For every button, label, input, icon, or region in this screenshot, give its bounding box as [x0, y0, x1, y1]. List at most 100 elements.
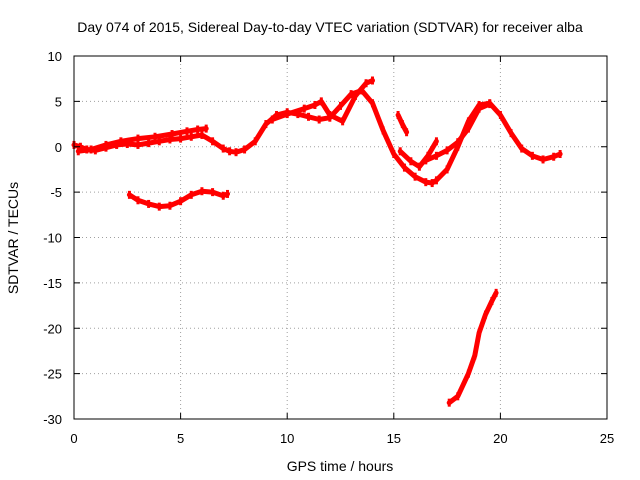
data-point	[494, 288, 498, 297]
data-point	[370, 99, 374, 108]
x-axis-title: GPS time / hours	[287, 458, 394, 474]
data-point	[409, 157, 413, 166]
data-point	[430, 179, 434, 188]
data-point	[119, 137, 123, 146]
data-point	[434, 176, 438, 185]
y-tick-label: -20	[43, 321, 62, 336]
data-point	[136, 140, 140, 149]
data-point	[434, 137, 438, 146]
y-tick-label: -10	[43, 231, 62, 246]
series-arc-2	[75, 126, 209, 154]
data-point	[168, 135, 172, 144]
data-point	[264, 120, 268, 129]
x-tick-label: 15	[387, 431, 401, 446]
data-point	[477, 104, 481, 113]
data-point	[353, 91, 357, 100]
data-point	[552, 152, 556, 161]
data-series	[71, 76, 563, 407]
y-tick-label: 5	[55, 94, 62, 109]
data-point	[157, 202, 161, 211]
data-point	[275, 110, 279, 119]
data-point	[76, 147, 80, 156]
data-point	[89, 145, 93, 154]
x-tick-label: 0	[70, 431, 77, 446]
data-point	[147, 139, 151, 148]
data-point	[349, 90, 353, 99]
series-arc-8	[446, 290, 499, 406]
data-point	[417, 162, 421, 171]
y-tick-label: 0	[55, 140, 62, 155]
data-point	[434, 151, 438, 160]
data-point	[392, 150, 396, 159]
plot-frame	[73, 55, 608, 420]
data-point	[490, 297, 494, 306]
data-point	[243, 145, 247, 154]
data-point	[296, 110, 300, 119]
data-point	[234, 148, 238, 157]
data-point	[170, 130, 174, 139]
data-point	[447, 398, 451, 407]
data-point	[204, 124, 208, 133]
data-point	[396, 110, 400, 119]
data-point	[136, 196, 140, 205]
data-point	[381, 126, 385, 135]
data-point	[200, 187, 204, 196]
plot-border	[73, 55, 608, 420]
data-point	[221, 144, 225, 153]
data-point	[168, 201, 172, 210]
data-point	[285, 110, 289, 119]
data-point	[530, 151, 534, 160]
data-point	[226, 189, 230, 198]
data-point	[228, 147, 232, 156]
data-point	[221, 191, 225, 200]
grid-lines	[74, 56, 607, 419]
data-point	[488, 100, 492, 109]
axis-ticks	[73, 55, 608, 420]
data-point	[341, 117, 345, 126]
y-tick-label: -30	[43, 412, 62, 427]
data-point	[520, 144, 524, 153]
data-point	[456, 138, 460, 147]
y-axis-title: SDTVAR / TECUs	[5, 182, 21, 294]
data-point	[313, 101, 317, 110]
data-point	[147, 199, 151, 208]
data-point	[445, 146, 449, 155]
series-arc-3	[269, 78, 375, 124]
data-point	[541, 155, 545, 164]
data-point	[196, 125, 200, 134]
data-point	[456, 142, 460, 151]
data-point	[179, 197, 183, 206]
data-point	[328, 110, 332, 119]
data-point	[483, 310, 487, 319]
data-point	[78, 142, 82, 151]
data-point	[104, 140, 108, 149]
data-point	[319, 97, 323, 106]
data-point	[200, 130, 204, 139]
data-point	[398, 147, 402, 156]
data-point	[424, 178, 428, 187]
data-point	[466, 117, 470, 126]
x-tick-label: 25	[600, 431, 614, 446]
data-point	[211, 137, 215, 146]
data-point	[153, 132, 157, 141]
data-point	[405, 128, 409, 137]
y-tick-label: -15	[43, 276, 62, 291]
data-point	[179, 134, 183, 143]
data-point	[509, 129, 513, 138]
data-point	[364, 79, 368, 88]
data-point	[189, 190, 193, 199]
data-point	[302, 104, 306, 113]
data-point	[339, 101, 342, 110]
data-point	[466, 124, 470, 133]
data-point	[558, 150, 562, 159]
x-tick-label: 10	[280, 431, 294, 446]
x-tick-label: 20	[493, 431, 507, 446]
data-point	[307, 112, 311, 121]
data-point	[270, 115, 274, 124]
data-point	[185, 127, 189, 136]
y-tick-label: -5	[50, 185, 62, 200]
data-point	[413, 172, 417, 181]
data-point	[402, 163, 406, 172]
data-point	[211, 188, 215, 197]
